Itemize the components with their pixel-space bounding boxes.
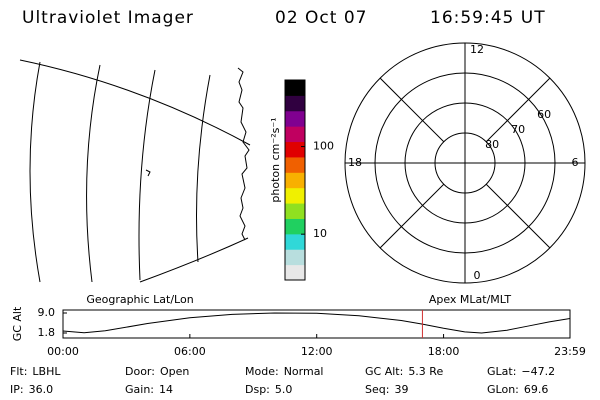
x-tick-label: 23:59	[554, 345, 586, 358]
status-label: Gain:	[125, 383, 154, 396]
title: Ultraviolet Imager	[22, 8, 194, 28]
status-value: 36.0	[29, 383, 54, 396]
x-tick-label: 12:00	[301, 345, 333, 358]
y-tick-label: 1.8	[38, 326, 56, 339]
spoke	[485, 77, 551, 143]
x-tick-label: 06:00	[174, 345, 206, 358]
mlt-label: 6	[572, 156, 579, 169]
lat-ring	[374, 72, 556, 254]
status-label: IP:	[10, 383, 24, 396]
status-field: Seq: 39	[365, 383, 408, 396]
status-label: Mode:	[245, 365, 279, 378]
panel-left-label: Geographic Lat/Lon	[86, 293, 193, 306]
status-value: 39	[394, 383, 408, 396]
colorbar-tick-label: 10	[313, 227, 327, 240]
lat-ring-label: 70	[511, 123, 525, 136]
colorbar-segment	[285, 203, 305, 219]
colorbar-segment	[285, 172, 305, 189]
status-label: Seq:	[365, 383, 389, 396]
colorbar-label: photon cm⁻²s⁻¹	[269, 117, 282, 202]
colorbar-segment	[285, 80, 305, 96]
altitude-frame	[62, 309, 571, 339]
x-tick-label: 00:00	[47, 345, 79, 358]
colorbar-segment	[285, 126, 305, 143]
mlt-label: 0	[474, 269, 481, 282]
lat-ring	[404, 102, 526, 224]
lat-ring	[434, 132, 496, 194]
colorbar-segment	[285, 187, 305, 204]
status-label: Door:	[125, 365, 155, 378]
status-field: GC Alt: 5.3 Re	[365, 365, 443, 378]
status-value: 69.6	[524, 383, 549, 396]
status-field: IP: 36.0	[10, 383, 53, 396]
colorbar-segment	[285, 264, 305, 281]
colorbar-tick-label: 100	[313, 140, 334, 153]
colorbar-segment	[285, 249, 305, 266]
status-field: GLon: 69.6	[487, 383, 548, 396]
status-label: GC Alt:	[365, 365, 403, 378]
colorbar-segment	[285, 233, 305, 250]
mlt-label: 12	[470, 43, 484, 56]
status-field: Gain: 14	[125, 383, 173, 396]
status-field: Dsp: 5.0	[245, 383, 292, 396]
status-value: 5.0	[275, 383, 293, 396]
y-axis-label: GC Alt	[11, 306, 24, 341]
status-label: GLon:	[487, 383, 519, 396]
status-field: Flt: LBHL	[10, 365, 61, 378]
status-label: Flt:	[10, 365, 27, 378]
status-value: 14	[159, 383, 173, 396]
status-value: 5.3 Re	[408, 365, 443, 378]
spoke	[379, 183, 445, 249]
status-value: −47.2	[521, 365, 555, 378]
colorbar-frame	[284, 79, 306, 281]
colorbar-segment	[285, 95, 305, 112]
date: 02 Oct 07	[275, 8, 367, 28]
colorbar-segment	[285, 110, 305, 127]
mlt-label: 18	[348, 156, 362, 169]
altitude-curve	[62, 312, 571, 334]
status-value: LBHL	[32, 365, 61, 378]
geographic-map	[19, 59, 251, 283]
spoke	[379, 77, 445, 143]
y-tick-label: 9.0	[38, 306, 56, 319]
status-field: Mode: Normal	[245, 365, 324, 378]
colorbar-segment	[285, 156, 305, 173]
panel-right-label: Apex MLat/MLT	[429, 293, 512, 306]
time: 16:59:45 UT	[430, 8, 546, 28]
colorbar: 10 100	[284, 79, 334, 281]
status-label: GLat:	[487, 365, 516, 378]
x-tick-label: 18:00	[428, 345, 460, 358]
spoke	[485, 183, 551, 249]
lat-ring-label: 60	[537, 108, 551, 121]
status-field: GLat: −47.2	[487, 365, 555, 378]
status-field: Door: Open	[125, 365, 189, 378]
lat-ring-label: 80	[485, 138, 499, 151]
colorbar-segment	[285, 218, 305, 235]
status-value: Open	[160, 365, 189, 378]
colorbar-segment	[285, 141, 305, 158]
status-label: Dsp:	[245, 383, 270, 396]
status-value: Normal	[284, 365, 324, 378]
